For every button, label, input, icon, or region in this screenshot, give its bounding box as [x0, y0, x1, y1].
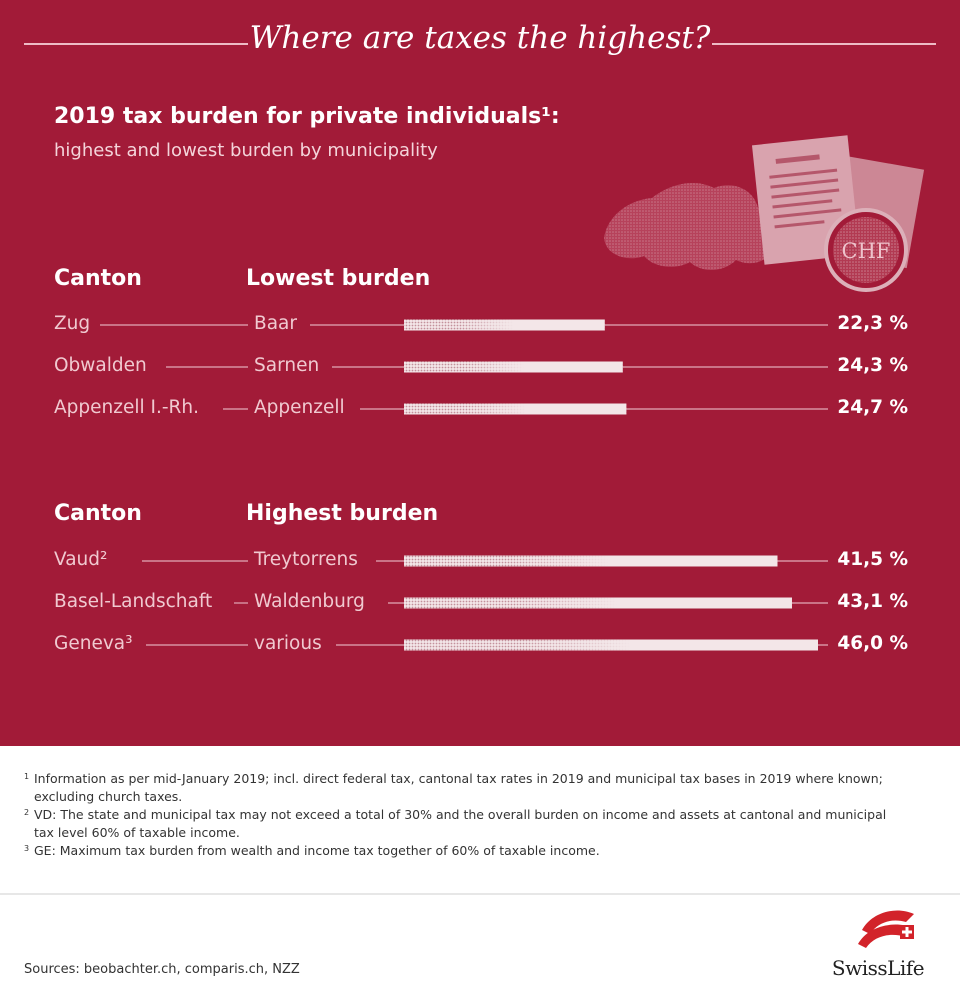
col-header-lowest-burden: Lowest burden	[246, 266, 431, 291]
municipality-label: Treytorrens	[254, 549, 358, 570]
footnote-2: 2 VD: The state and municipal tax may not…	[24, 806, 904, 842]
municipality-label: various	[254, 633, 322, 654]
brand-name: SwissLife	[831, 956, 925, 980]
municipality-label: Sarnen	[254, 355, 320, 376]
footnote-1: 1 Information as per mid-January 2019; in…	[24, 770, 904, 806]
col-header-canton-low: Canton	[54, 266, 142, 291]
municipality-label: Baar	[254, 313, 297, 334]
value-label: 46,0 %	[837, 633, 908, 654]
footer-divider	[0, 893, 960, 895]
canton-label: Appenzell I.-Rh.	[54, 397, 199, 418]
canton-label: Obwalden	[54, 355, 147, 376]
value-label: 24,7 %	[837, 397, 908, 418]
value-label: 43,1 %	[837, 591, 908, 612]
footnote-text: GE: Maximum tax burden from wealth and i…	[34, 843, 600, 858]
value-label: 24,3 %	[837, 355, 908, 376]
footnote-text: VD: The state and municipal tax may not …	[34, 807, 887, 840]
chf-stamp-label: CHF	[842, 239, 891, 263]
footnote-text: Information as per mid-January 2019; inc…	[34, 771, 883, 804]
chf-stamp-icon: CHF	[824, 208, 908, 292]
value-label: 41,5 %	[837, 549, 908, 570]
footnote-mark: 2	[24, 808, 30, 817]
bar-fill-appenzell	[404, 403, 627, 415]
canton-label: Geneva³	[54, 633, 133, 654]
bars-lowest-burden	[404, 319, 627, 415]
title-rule-left	[24, 43, 248, 45]
bar-fill-sarnen	[404, 361, 623, 373]
municipality-label: Appenzell	[254, 397, 345, 418]
switzerland-map-icon	[604, 183, 779, 270]
chart-subtitle: 2019 tax burden for private individuals¹…	[54, 104, 560, 129]
swisslife-logo-icon	[858, 910, 914, 948]
chart-subtitle-secondary: highest and lowest burden by municipalit…	[54, 140, 438, 161]
footnote-mark: 3	[24, 844, 30, 853]
canton-label: Zug	[54, 313, 91, 334]
footnote-3: 3 GE: Maximum tax burden from wealth and …	[24, 842, 904, 860]
municipality-label: Waldenburg	[254, 591, 365, 612]
infographic-panel: Where are taxes the highest? 2019 tax bu…	[0, 0, 960, 746]
bars-highest-burden	[404, 555, 818, 651]
main-title: Where are taxes the highest?	[249, 20, 711, 56]
chart-svg: CHF	[100, 135, 925, 651]
col-header-canton-high: Canton	[54, 501, 142, 526]
bar-fill-waldenburg	[404, 597, 792, 609]
sources-text: Sources: beobachter.ch, comparis.ch, NZZ	[24, 962, 300, 977]
value-label: 22,3 %	[837, 313, 908, 334]
bar-fill-treytorrens	[404, 555, 778, 567]
bar-fill-baar	[404, 319, 605, 331]
col-header-highest-burden: Highest burden	[246, 501, 439, 526]
canton-label: Basel-Landschaft	[54, 591, 213, 612]
footnotes: 1 Information as per mid-January 2019; in…	[24, 770, 904, 860]
footnote-mark: 1	[24, 772, 30, 781]
canton-label: Vaud²	[54, 549, 108, 570]
bar-fill-various	[404, 639, 818, 651]
title-rule-right	[712, 43, 936, 45]
